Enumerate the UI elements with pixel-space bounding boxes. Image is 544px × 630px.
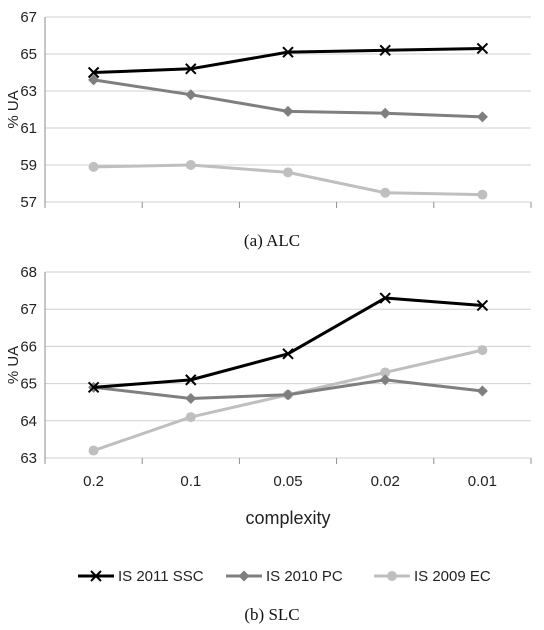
data-point (185, 412, 196, 423)
x-tick-label: 0.1 (180, 473, 201, 490)
data-point (282, 105, 294, 117)
legend-marker (238, 570, 250, 582)
data-point (87, 66, 100, 79)
data-point (88, 445, 99, 456)
caption-slc: (b) SLC (244, 605, 299, 624)
data-point (379, 44, 391, 57)
legend-marker (387, 571, 397, 581)
legend-entry: IS 2010 PC (266, 568, 343, 585)
data-point (476, 385, 488, 397)
data-point (88, 161, 99, 172)
y-tick-label: 57 (20, 194, 37, 211)
data-point (476, 299, 489, 312)
x-tick-label: 0.01 (468, 473, 497, 490)
legend-entry: IS 2009 EC (414, 568, 491, 585)
data-point (379, 374, 391, 386)
data-point (185, 374, 197, 386)
data-point (185, 63, 197, 75)
data-point (379, 107, 391, 119)
data-point (379, 292, 391, 304)
data-point (282, 46, 294, 58)
data-point (185, 89, 197, 101)
y-tick-label: 67 (20, 9, 37, 26)
y-tick-label: 68 (20, 264, 37, 281)
data-point (283, 167, 293, 178)
caption-alc: (a) ALC (244, 231, 300, 250)
y-tick-label: 67 (20, 301, 37, 318)
y-tick-label: 63 (20, 83, 37, 100)
chart-slc: 63 64 65 66 67 68 % UA 0.2 0.1 0.05 0.02 0.01 comple… (5, 264, 532, 528)
data-point (185, 392, 197, 404)
chart-alc: 57 59 61 63 65 67 % UA (5, 9, 532, 211)
data-point (477, 345, 488, 356)
y-tick-label: 65 (20, 376, 37, 393)
x-axis-label: complexity (245, 508, 330, 528)
data-point (87, 381, 100, 394)
x-tick-label: 0.05 (273, 473, 302, 490)
x-tick-label: 0.2 (83, 473, 104, 490)
legend: IS 2011 SSC IS 2010 PC IS 2009 EC (78, 568, 491, 585)
y-tick-label: 61 (20, 120, 37, 137)
legend-entry: IS 2011 SSC (118, 568, 204, 585)
series-line (93, 348, 483, 452)
series-line (93, 296, 483, 389)
legend-marker (90, 570, 102, 582)
data-point (380, 367, 391, 378)
data-point (380, 187, 391, 198)
x-tick-label: 0.02 (371, 473, 400, 490)
data-point (282, 348, 294, 360)
y-axis-label: % UA (5, 346, 22, 384)
y-tick-label: 59 (20, 157, 37, 174)
y-tick-label: 64 (20, 413, 37, 430)
y-tick-label: 63 (20, 450, 37, 467)
y-tick-label: 65 (20, 46, 37, 63)
data-point (88, 74, 100, 86)
data-point (477, 189, 488, 200)
data-point (476, 111, 488, 123)
data-point (282, 389, 294, 401)
y-axis-label: % UA (5, 90, 22, 128)
data-point (185, 160, 196, 170)
data-point (476, 42, 489, 55)
y-tick-label: 66 (20, 338, 37, 355)
